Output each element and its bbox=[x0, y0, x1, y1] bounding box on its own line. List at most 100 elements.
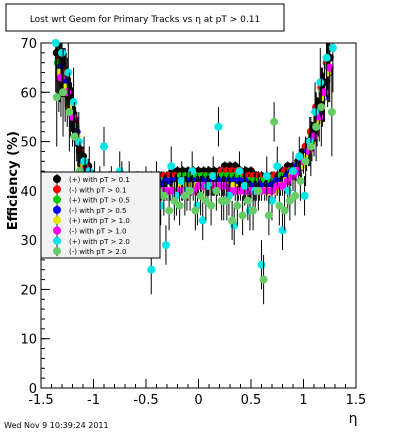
legend-entry: (+) with pT > 0.1 bbox=[53, 174, 130, 184]
data-point bbox=[238, 211, 247, 220]
data-point bbox=[296, 177, 305, 185]
data-point bbox=[56, 73, 65, 82]
axis-ticks: -1.5 -1 -0.5 0 0.5 1 1.5 0 10 20 30 40 50 60 70 bbox=[20, 37, 366, 408]
legend-entry: (-) with pT > 2.0 bbox=[53, 246, 126, 257]
data-point bbox=[233, 201, 242, 210]
legend-label: (+) with pT > 2.0 bbox=[69, 238, 130, 246]
data-point bbox=[69, 98, 78, 107]
chart-title-box: Lost wrt Geom for Primary Tracks vs η at… bbox=[5, 3, 285, 32]
data-point bbox=[235, 167, 244, 176]
legend-marker bbox=[53, 226, 61, 235]
data-point bbox=[278, 181, 287, 190]
y-tick-label: 20 bbox=[20, 283, 37, 298]
data-point bbox=[191, 206, 200, 215]
data-point bbox=[259, 275, 268, 284]
data-point bbox=[167, 162, 176, 171]
legend-marker bbox=[53, 195, 61, 204]
data-point bbox=[207, 201, 216, 210]
x-tick-label: -1 bbox=[87, 393, 100, 408]
data-point bbox=[159, 191, 168, 200]
legend-marker bbox=[53, 175, 61, 183]
y-tick-label: 50 bbox=[20, 136, 37, 151]
data-point bbox=[278, 226, 287, 235]
data-point bbox=[51, 39, 60, 47]
x-axis-label: η bbox=[349, 411, 358, 427]
data-point bbox=[273, 162, 282, 171]
data-point bbox=[257, 260, 266, 269]
legend-label: (-) with pT > 1.0 bbox=[69, 228, 126, 236]
legend-marker bbox=[53, 205, 61, 214]
legend-entry: (-) with pT > 0.5 bbox=[53, 204, 126, 215]
data-point bbox=[170, 196, 179, 205]
data-point bbox=[268, 196, 276, 205]
legend-label: (-) with pT > 0.5 bbox=[69, 207, 126, 215]
data-point bbox=[300, 191, 309, 200]
data-point bbox=[52, 93, 61, 102]
data-point bbox=[295, 152, 304, 161]
data-point bbox=[270, 117, 279, 126]
data-point bbox=[214, 122, 223, 131]
data-point bbox=[275, 201, 284, 210]
data-point bbox=[64, 68, 73, 77]
data-point bbox=[188, 167, 197, 176]
data-point bbox=[311, 108, 320, 116]
legend-label: (-) with pT > 2.0 bbox=[69, 248, 126, 256]
data-point bbox=[80, 157, 89, 166]
data-point bbox=[58, 48, 66, 57]
data-point bbox=[240, 181, 249, 190]
legend-entry: (+) with pT > 0.5 bbox=[53, 194, 130, 205]
legend-marker bbox=[53, 185, 61, 194]
data-point bbox=[175, 201, 184, 210]
y-tick-label: 40 bbox=[20, 185, 37, 200]
x-tick-label: -1.5 bbox=[28, 393, 53, 408]
data-point bbox=[317, 103, 326, 112]
legend-label: (-) with pT > 0.1 bbox=[69, 186, 126, 194]
legend: (+) with pT > 0.1 (-) with pT > 0.1 (+) wi… bbox=[40, 171, 161, 259]
legend-marker bbox=[53, 247, 61, 256]
data-point bbox=[201, 196, 210, 205]
data-point bbox=[147, 265, 156, 274]
data-point bbox=[165, 206, 174, 215]
data-point bbox=[161, 241, 170, 250]
data-point bbox=[65, 108, 74, 116]
data-point bbox=[312, 122, 321, 131]
data-point bbox=[222, 196, 231, 205]
data-point bbox=[301, 157, 310, 166]
x-tick-label: 1 bbox=[299, 393, 307, 408]
data-point bbox=[70, 132, 79, 141]
data-point bbox=[186, 186, 195, 195]
y-tick-label: 70 bbox=[20, 37, 37, 52]
legend-entry: (-) with pT > 1.0 bbox=[53, 225, 126, 236]
data-point bbox=[59, 88, 68, 97]
data-point bbox=[316, 78, 325, 87]
data-point bbox=[209, 172, 218, 181]
y-tick-label: 60 bbox=[20, 86, 37, 101]
data-point bbox=[289, 167, 297, 176]
legend-marker bbox=[53, 216, 61, 225]
data-point bbox=[285, 196, 294, 205]
data-point bbox=[254, 186, 263, 195]
y-tick-label: 10 bbox=[20, 333, 37, 348]
legend-entry: (-) with pT > 0.1 bbox=[53, 184, 126, 195]
chart-title: Lost wrt Geom for Primary Tracks vs η at… bbox=[30, 15, 260, 25]
legend-label: (+) with pT > 0.5 bbox=[69, 197, 130, 205]
x-tick-label: 0.5 bbox=[241, 393, 262, 408]
y-tick-label: 30 bbox=[20, 234, 37, 249]
data-point bbox=[262, 172, 271, 181]
data-point bbox=[322, 53, 331, 62]
data-point bbox=[228, 216, 237, 225]
data-point bbox=[291, 191, 300, 200]
data-point bbox=[198, 216, 207, 225]
x-tick-label: -0.5 bbox=[133, 393, 158, 408]
data-point bbox=[100, 142, 108, 151]
data-point bbox=[212, 186, 221, 195]
data-point bbox=[249, 206, 258, 215]
legend-label: (+) with pT > 1.0 bbox=[69, 217, 130, 225]
y-axis-label: Efficiency (%) bbox=[6, 131, 21, 230]
data-point bbox=[196, 191, 205, 200]
legend-entry: (+) with pT > 2.0 bbox=[53, 235, 130, 246]
data-point bbox=[306, 142, 315, 151]
x-tick-label: 1.5 bbox=[346, 393, 367, 408]
